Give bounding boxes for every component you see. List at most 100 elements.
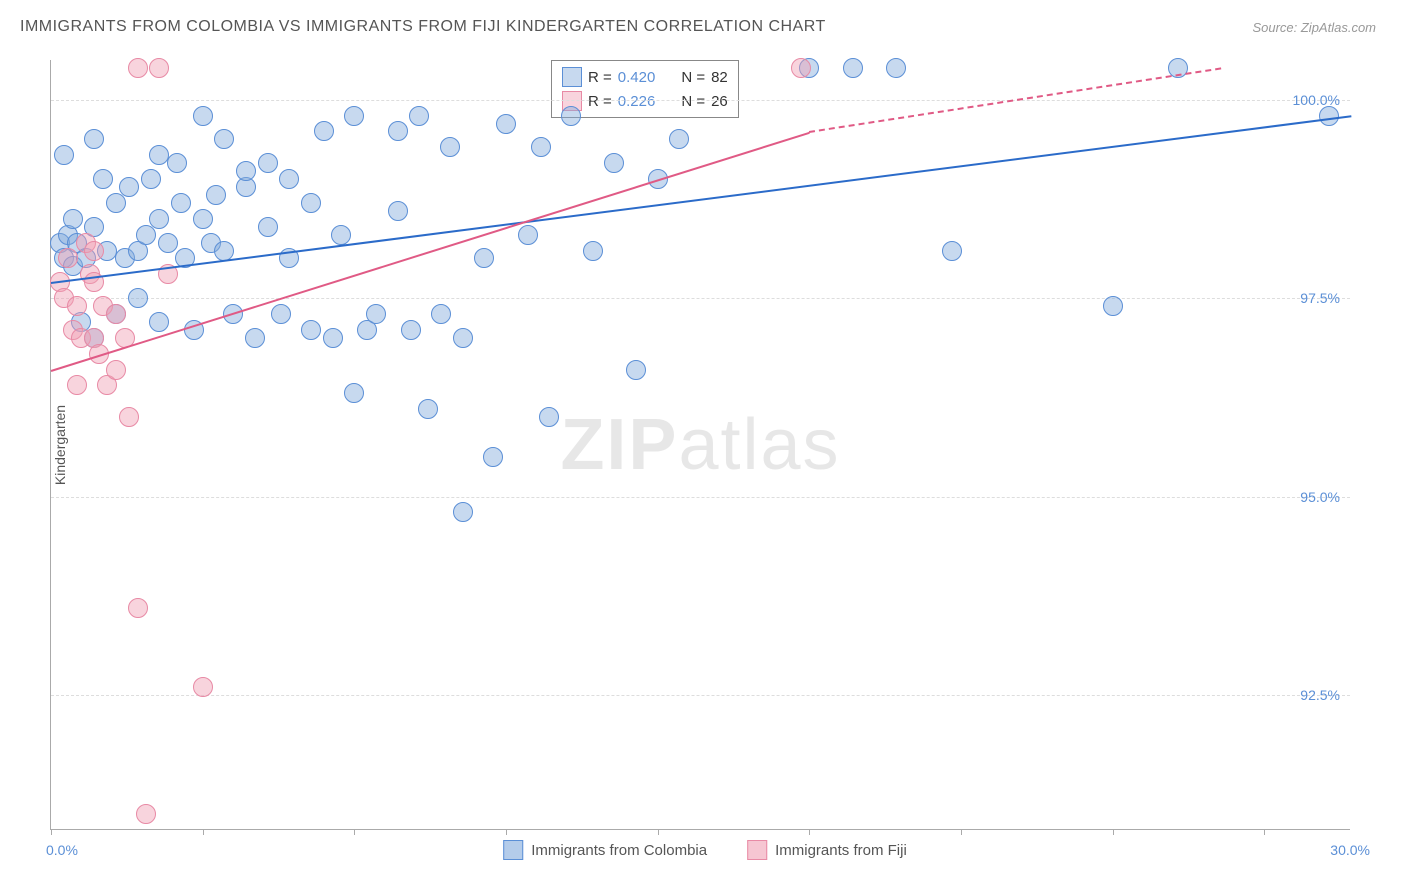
gridline <box>51 100 1350 101</box>
scatter-point <box>431 304 451 324</box>
legend-label: Immigrants from Fiji <box>775 842 907 859</box>
x-tick <box>658 829 659 835</box>
scatter-point <box>158 233 178 253</box>
gridline <box>51 695 1350 696</box>
scatter-point <box>1103 296 1123 316</box>
trend-line <box>51 116 1351 285</box>
scatter-point <box>128 288 148 308</box>
scatter-point <box>604 153 624 173</box>
plot-area: ZIPatlas R =0.420N =82R =0.226N =26 92.5… <box>50 60 1350 830</box>
scatter-point <box>149 145 169 165</box>
legend-bottom: Immigrants from Colombia Immigrants from … <box>503 840 907 860</box>
scatter-point <box>63 209 83 229</box>
scatter-point <box>236 161 256 181</box>
scatter-point <box>214 129 234 149</box>
scatter-point <box>167 153 187 173</box>
scatter-point <box>440 137 460 157</box>
scatter-point <box>409 106 429 126</box>
x-axis-max-label: 30.0% <box>1330 842 1370 858</box>
scatter-point <box>136 804 156 824</box>
legend-swatch <box>503 840 523 860</box>
scatter-point <box>271 304 291 324</box>
y-tick-label: 97.5% <box>1300 290 1340 306</box>
scatter-point <box>128 58 148 78</box>
scatter-point <box>58 248 78 268</box>
scatter-point <box>626 360 646 380</box>
scatter-point <box>301 320 321 340</box>
scatter-point <box>245 328 265 348</box>
scatter-point <box>106 304 126 324</box>
scatter-point <box>279 169 299 189</box>
scatter-point <box>119 177 139 197</box>
scatter-point <box>301 193 321 213</box>
source-attribution: Source: ZipAtlas.com <box>1252 20 1376 35</box>
scatter-point <box>258 217 278 237</box>
r-value: 0.420 <box>618 69 656 86</box>
scatter-point <box>67 375 87 395</box>
x-tick <box>1113 829 1114 835</box>
chart-container: Kindergarten ZIPatlas R =0.420N =82R =0.… <box>50 60 1360 830</box>
scatter-point <box>418 399 438 419</box>
scatter-point <box>886 58 906 78</box>
n-value: 26 <box>711 93 728 110</box>
watermark: ZIPatlas <box>560 404 840 486</box>
x-tick <box>809 829 810 835</box>
scatter-point <box>119 407 139 427</box>
legend-swatch <box>747 840 767 860</box>
gridline <box>51 497 1350 498</box>
scatter-point <box>84 129 104 149</box>
scatter-point <box>67 296 87 316</box>
scatter-point <box>84 241 104 261</box>
x-axis-min-label: 0.0% <box>46 842 78 858</box>
n-label: N = <box>681 93 705 110</box>
y-tick-label: 92.5% <box>1300 687 1340 703</box>
scatter-point <box>344 106 364 126</box>
scatter-point <box>669 129 689 149</box>
scatter-point <box>149 58 169 78</box>
scatter-point <box>193 209 213 229</box>
legend-label: Immigrants from Colombia <box>531 842 707 859</box>
scatter-point <box>323 328 343 348</box>
legend-item: Immigrants from Fiji <box>747 840 907 860</box>
scatter-point <box>539 407 559 427</box>
scatter-point <box>401 320 421 340</box>
scatter-point <box>128 598 148 618</box>
r-label: R = <box>588 69 612 86</box>
x-tick <box>51 829 52 835</box>
scatter-point <box>942 241 962 261</box>
scatter-point <box>193 677 213 697</box>
legend-item: Immigrants from Colombia <box>503 840 707 860</box>
scatter-point <box>453 502 473 522</box>
scatter-point <box>171 193 191 213</box>
scatter-point <box>483 447 503 467</box>
n-value: 82 <box>711 69 728 86</box>
scatter-point <box>93 169 113 189</box>
scatter-point <box>388 121 408 141</box>
scatter-point <box>561 106 581 126</box>
y-tick-label: 95.0% <box>1300 489 1340 505</box>
scatter-point <box>791 58 811 78</box>
x-tick <box>203 829 204 835</box>
x-tick <box>1264 829 1265 835</box>
scatter-point <box>843 58 863 78</box>
scatter-point <box>474 248 494 268</box>
gridline <box>51 298 1350 299</box>
watermark-bold: ZIP <box>560 405 678 485</box>
scatter-point <box>331 225 351 245</box>
chart-title: IMMIGRANTS FROM COLOMBIA VS IMMIGRANTS F… <box>20 18 826 36</box>
scatter-point <box>344 383 364 403</box>
scatter-point <box>141 169 161 189</box>
scatter-point <box>214 241 234 261</box>
scatter-point <box>206 185 226 205</box>
legend-stat-row: R =0.420N =82 <box>562 65 728 89</box>
legend-stat-row: R =0.226N =26 <box>562 89 728 113</box>
watermark-light: atlas <box>678 405 840 485</box>
scatter-point <box>193 106 213 126</box>
r-value: 0.226 <box>618 93 656 110</box>
x-tick <box>961 829 962 835</box>
x-tick <box>354 829 355 835</box>
scatter-point <box>1319 106 1339 126</box>
scatter-point <box>583 241 603 261</box>
scatter-point <box>149 312 169 332</box>
x-tick <box>506 829 507 835</box>
